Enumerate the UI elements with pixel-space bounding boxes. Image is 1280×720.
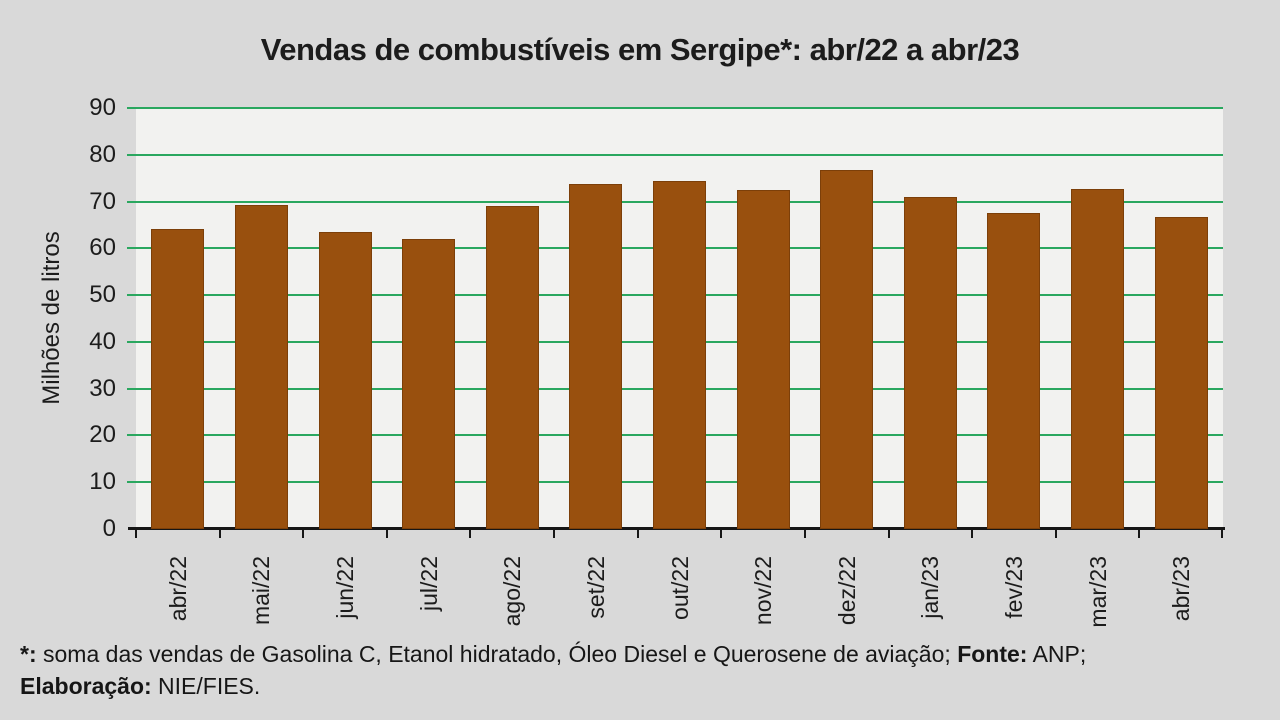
x-tick-mark (803, 529, 806, 538)
y-tick-mark (127, 200, 136, 203)
y-tick-mark (127, 434, 136, 437)
x-tick-mark (218, 529, 221, 538)
bar (402, 238, 456, 529)
x-tick-label: out/22 (666, 556, 693, 620)
y-tick-label: 10 (89, 468, 116, 496)
bar (987, 212, 1041, 529)
bar (653, 180, 706, 529)
x-tick-label: jun/22 (332, 556, 359, 619)
x-tick-mark (720, 529, 723, 538)
x-tick-mark (971, 529, 974, 538)
x-tick-label: fev/23 (1000, 556, 1027, 619)
y-tick-mark (127, 107, 136, 109)
y-tick-mark (127, 153, 136, 156)
footnote-elaboracao-label: Elaboração: (20, 673, 152, 699)
y-tick-mark (127, 387, 136, 390)
bar (903, 197, 957, 529)
plot-area: 0 10 20 30 40 50 60 70 80 90 abr/22 mai/22 jun/22 jul… (89, 94, 1225, 628)
x-tick-label: mar/23 (1084, 556, 1111, 628)
footnote-elaboracao-text: NIE/FIES. (151, 673, 261, 699)
bar (485, 206, 539, 529)
x-tick-mark (887, 529, 890, 538)
bar (569, 184, 623, 529)
y-tick-label: 30 (89, 374, 116, 402)
x-tick-mark (135, 529, 137, 538)
footnote: *: soma das vendas de Gasolina C, Etanol… (20, 638, 1260, 702)
bar (820, 170, 874, 529)
x-tick-label: abr/22 (164, 556, 191, 622)
y-tick-label: 20 (89, 421, 116, 449)
y-tick-label: 0 (102, 515, 116, 542)
footnote-line-2: Elaboração: NIE/FIES. (20, 670, 1260, 702)
x-tick-mark (1221, 529, 1223, 538)
bar (1071, 188, 1125, 529)
y-tick-label: 60 (89, 234, 116, 262)
y-tick-mark (127, 481, 136, 484)
y-tick-label: 70 (89, 187, 116, 215)
bar (318, 231, 372, 529)
chart-title: Vendas de combustíveis em Sergipe*: abr/… (260, 32, 1020, 67)
x-tick-label: dez/22 (833, 556, 860, 626)
x-tick-label: mai/22 (248, 556, 275, 626)
y-tick-label: 40 (89, 327, 116, 355)
x-tick-mark (385, 529, 388, 538)
y-tick-label: 90 (89, 94, 116, 121)
footnote-star-label: *: (20, 641, 37, 667)
x-tick-mark (302, 529, 305, 538)
y-tick-label: 50 (89, 281, 116, 309)
x-tick-label: abr/23 (1168, 556, 1195, 622)
x-tick-label: jul/22 (415, 556, 442, 611)
y-tick-mark (127, 294, 136, 297)
x-tick-mark (553, 529, 556, 538)
footnote-line-1: *: soma das vendas de Gasolina C, Etanol… (20, 638, 1260, 670)
y-tick-mark (127, 340, 136, 343)
x-tick-mark (1054, 529, 1057, 538)
x-tick-label: ago/22 (499, 556, 526, 627)
x-tick-mark (1138, 529, 1141, 538)
x-tick-mark (636, 529, 639, 538)
y-tick-mark (127, 247, 136, 250)
x-tick-mark (469, 529, 472, 538)
gridline (136, 107, 1223, 109)
bar (151, 228, 205, 529)
x-tick-label: nov/22 (750, 556, 777, 626)
gridline (136, 153, 1223, 156)
x-tick-label: set/22 (582, 556, 609, 619)
bar (736, 189, 790, 529)
x-tick-label: jan/23 (917, 556, 944, 619)
bar (1154, 216, 1208, 529)
footnote-fonte-text: ANP; (1027, 641, 1087, 667)
bar (234, 204, 288, 529)
y-tick-label: 80 (89, 140, 116, 168)
footnote-fonte-label: Fonte: (957, 641, 1028, 667)
footnote-star-text: soma das vendas de Gasolina C, Etanol hi… (36, 641, 958, 667)
